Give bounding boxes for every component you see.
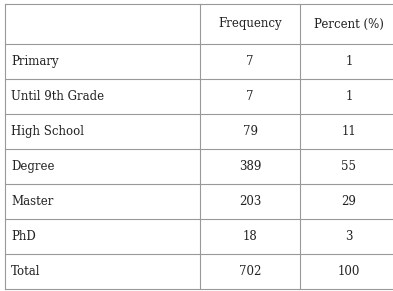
Text: 7: 7 [246, 55, 254, 68]
Text: 11: 11 [342, 125, 356, 138]
Text: 203: 203 [239, 195, 261, 208]
Text: Percent (%): Percent (%) [314, 17, 384, 31]
Text: Primary: Primary [11, 55, 59, 68]
Text: Until 9th Grade: Until 9th Grade [11, 90, 104, 103]
Text: 7: 7 [246, 90, 254, 103]
Text: 389: 389 [239, 160, 261, 173]
Text: 3: 3 [345, 230, 353, 243]
Text: Master: Master [11, 195, 53, 208]
Text: 1: 1 [345, 90, 353, 103]
Text: 18: 18 [242, 230, 257, 243]
Text: Degree: Degree [11, 160, 55, 173]
Text: 100: 100 [338, 265, 360, 278]
Text: High School: High School [11, 125, 84, 138]
Text: 29: 29 [342, 195, 356, 208]
Text: 79: 79 [242, 125, 257, 138]
Text: 55: 55 [342, 160, 356, 173]
Text: Total: Total [11, 265, 40, 278]
Text: 702: 702 [239, 265, 261, 278]
Text: Frequency: Frequency [218, 17, 282, 31]
Text: 1: 1 [345, 55, 353, 68]
Text: PhD: PhD [11, 230, 36, 243]
